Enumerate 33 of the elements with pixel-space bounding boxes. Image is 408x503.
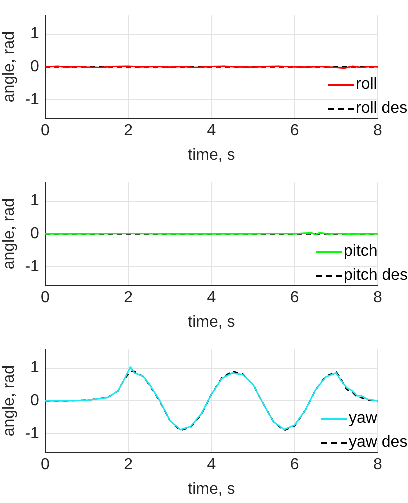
legend-label: roll des: [356, 98, 408, 119]
y-tick-label: 1: [30, 192, 40, 210]
y-tick-label: 1: [30, 26, 40, 43]
x-tick-label: 4: [207, 290, 216, 307]
legend-label: pitch: [344, 242, 378, 262]
x-tick-label: 2: [124, 290, 134, 307]
y-tick-label: 0: [30, 226, 40, 243]
x-axis-title: time, s: [188, 480, 236, 498]
y-tick-label: 0: [30, 58, 40, 76]
x-axis-title: time, s: [188, 314, 236, 331]
y-axis-title: angle, rad: [1, 198, 18, 270]
x-tick-label: 2: [124, 456, 134, 474]
y-axis-title: angle, rad: [1, 32, 18, 103]
y-tick-label: 0: [30, 392, 40, 410]
x-tick-label: 6: [290, 122, 300, 140]
x-tick-label: 6: [290, 290, 300, 307]
y-tick-label: 1: [30, 360, 40, 377]
x-tick-label: 8: [374, 456, 383, 474]
y-tick-label: -1: [25, 91, 40, 108]
x-tick-label: 4: [207, 456, 216, 474]
x-axis-title: time, s: [188, 146, 236, 164]
x-tick-label: 6: [290, 456, 300, 474]
y-tick-label: -1: [25, 258, 40, 276]
legend-label: yaw des: [349, 432, 408, 453]
x-tick-label: 8: [374, 290, 383, 307]
x-tick-label: 2: [124, 122, 134, 140]
legend-label: pitch des: [344, 266, 408, 286]
y-tick-label: -1: [25, 425, 40, 442]
legend-label: yaw: [349, 408, 378, 429]
x-tick-label: 8: [374, 122, 383, 140]
legend-label: roll: [356, 74, 378, 95]
x-tick-label: 4: [207, 122, 216, 140]
y-axis-title: angle, rad: [1, 366, 18, 437]
